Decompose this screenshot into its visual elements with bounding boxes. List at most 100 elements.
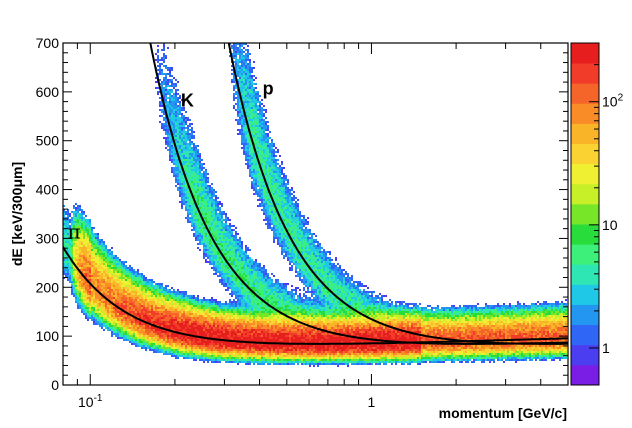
heatmap-cell (207, 187, 209, 189)
heatmap-cell (115, 255, 117, 257)
heatmap-cell (175, 355, 177, 357)
heatmap-cell (151, 281, 153, 283)
heatmap-cell (77, 247, 79, 249)
heatmap-cell (93, 281, 95, 283)
heatmap-cell (225, 229, 227, 231)
heatmap-cell (143, 297, 145, 299)
heatmap-cell (95, 251, 97, 253)
heatmap-cell (193, 153, 195, 155)
heatmap-cell (165, 293, 167, 295)
heatmap-cell (143, 285, 145, 287)
heatmap-cell (193, 321, 195, 323)
heatmap-cell (227, 345, 229, 347)
heatmap-cell (79, 225, 81, 227)
heatmap-cell (77, 241, 79, 243)
heatmap-cell (205, 241, 207, 243)
heatmap-cell (235, 295, 237, 297)
heatmap-cell (179, 113, 181, 115)
heatmap-cell (173, 93, 175, 95)
heatmap-cell (213, 305, 215, 307)
heatmap-cell (161, 333, 163, 335)
heatmap-cell (215, 307, 217, 309)
heatmap-cell (141, 345, 143, 347)
heatmap-cell (125, 313, 127, 315)
heatmap-cell (191, 203, 193, 205)
heatmap-cell (81, 235, 83, 237)
heatmap-cell (209, 353, 211, 355)
heatmap-cell (141, 317, 143, 319)
heatmap-cell (185, 301, 187, 303)
heatmap-cell (83, 287, 85, 289)
heatmap-cell (179, 127, 181, 129)
heatmap-cell (225, 337, 227, 339)
heatmap-cell (83, 253, 85, 255)
heatmap-cell (173, 129, 175, 131)
heatmap-cell (81, 223, 83, 225)
heatmap-cell (77, 297, 79, 299)
heatmap-cell (227, 309, 229, 311)
heatmap-cell (179, 319, 181, 321)
heatmap-cell (75, 281, 77, 283)
heatmap-cell (97, 235, 99, 237)
heatmap-cell (199, 225, 201, 227)
heatmap-cell (173, 317, 175, 319)
heatmap-cell (211, 353, 213, 355)
heatmap-cell (135, 339, 137, 341)
heatmap-cell (143, 325, 145, 327)
heatmap-cell (187, 151, 189, 153)
heatmap-cell (137, 333, 139, 335)
heatmap-cell (69, 281, 71, 283)
heatmap-cell (123, 323, 125, 325)
heatmap-cell (93, 307, 95, 309)
heatmap-cell (213, 301, 215, 303)
heatmap-cell (177, 141, 179, 143)
heatmap-cell (163, 343, 165, 345)
heatmap-cell (81, 269, 83, 271)
heatmap-cell (193, 333, 195, 335)
heatmap-cell (197, 329, 199, 331)
heatmap-cell (183, 129, 185, 131)
heatmap-cell (101, 305, 103, 307)
heatmap-cell (207, 195, 209, 197)
heatmap-cell (101, 263, 103, 265)
heatmap-cell (207, 345, 209, 347)
heatmap-cell (233, 235, 235, 237)
heatmap-cell (175, 153, 177, 155)
heatmap-cell (81, 237, 83, 239)
heatmap-cell (175, 353, 177, 355)
heatmap-cell (141, 289, 143, 291)
heatmap-cell (235, 311, 237, 313)
heatmap-cell (225, 241, 227, 243)
heatmap-cell (125, 307, 127, 309)
heatmap-cell (199, 171, 201, 173)
heatmap-cell (139, 317, 141, 319)
heatmap-cell (199, 221, 201, 223)
heatmap-cell (151, 313, 153, 315)
heatmap-cell (197, 149, 199, 151)
heatmap-cell (193, 315, 195, 317)
heatmap-cell (221, 271, 223, 273)
heatmap-cell (115, 301, 117, 303)
heatmap-cell (195, 219, 197, 221)
heatmap-cell (199, 161, 201, 163)
heatmap-cell (195, 237, 197, 239)
heatmap-cell (159, 97, 161, 99)
heatmap-cell (157, 301, 159, 303)
heatmap-cell (213, 247, 215, 249)
heatmap-cell (221, 329, 223, 331)
heatmap-cell (73, 241, 75, 243)
heatmap-cell (151, 335, 153, 337)
heatmap-cell (99, 315, 101, 317)
heatmap-cell (149, 285, 151, 287)
heatmap-cell (163, 55, 165, 57)
heatmap-cell (203, 229, 205, 231)
heatmap-cell (79, 277, 81, 279)
heatmap-cell (203, 205, 205, 207)
heatmap-cell (167, 81, 169, 83)
heatmap-cell (131, 301, 133, 303)
heatmap-cell (133, 283, 135, 285)
heatmap-cell (77, 253, 79, 255)
heatmap-cell (233, 329, 235, 331)
heatmap-cell (231, 245, 233, 247)
heatmap-cell (167, 343, 169, 345)
